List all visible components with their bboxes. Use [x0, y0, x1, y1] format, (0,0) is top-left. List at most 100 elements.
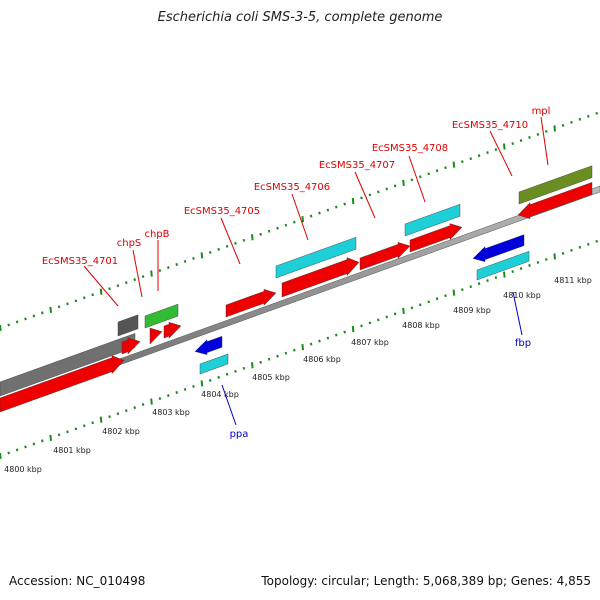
lower-tick-mark [83, 424, 86, 428]
upper-tick-mark [578, 117, 582, 121]
lower-tick-mark [461, 288, 464, 292]
gene-arrow-red [225, 289, 277, 318]
lower-tick-mark [251, 362, 254, 369]
lower-tick-mark [494, 276, 498, 280]
scale-label-4803: 4803 kbp [152, 408, 190, 417]
lower-tick-mark [377, 318, 380, 322]
lower-tick-mark [553, 253, 556, 260]
lower-tick-mark [183, 388, 187, 391]
lower-tick-mark [536, 261, 540, 264]
upper-tick-mark [385, 187, 388, 191]
upper-tick-mark [528, 136, 531, 139]
upper-tick-mark [217, 247, 220, 251]
lower-tick-mark [15, 448, 19, 452]
scale-label-4809: 4809 kbp [453, 306, 491, 315]
lower-tick-mark [116, 412, 120, 416]
scale-label-4804: 4804 kbp [201, 390, 239, 399]
upper-tick-mark [351, 197, 355, 205]
lower-tick-mark [309, 342, 313, 346]
gene-arrow-red [0, 355, 125, 413]
upper-tick-mark [158, 269, 162, 272]
lower-tick-mark [276, 354, 279, 358]
lower-tick-mark [435, 297, 439, 301]
lower-tick-mark [175, 391, 178, 394]
gene-bar-gray [0, 333, 136, 397]
gene-bar-cyan [199, 353, 229, 375]
gene-arrow-red [121, 337, 141, 355]
upper-tick-mark [15, 320, 19, 324]
gene-label-ppa: ppa [230, 429, 249, 440]
lower-tick-mark [242, 366, 246, 370]
upper-tick-mark [511, 142, 514, 145]
gene-bar-olive [518, 165, 593, 205]
upper-tick-mark [570, 120, 573, 124]
lower-tick-mark [326, 336, 330, 340]
scale-label-4810: 4810 kbp [503, 291, 541, 300]
upper-tick-mark [225, 244, 229, 248]
upper-tick-mark [242, 238, 246, 242]
lower-tick-mark [7, 451, 10, 455]
lower-tick-mark [343, 330, 346, 334]
lower-tick-mark [385, 315, 388, 319]
lower-tick-mark [360, 324, 363, 328]
upper-tick-mark [587, 114, 590, 118]
lower-tick-mark [301, 344, 304, 351]
lower-tick-mark [393, 312, 397, 316]
upper-tick-mark [561, 123, 565, 127]
gene-label-ecsms35-4707: EcSMS35_4707 [319, 160, 395, 171]
lower-tick-mark [209, 378, 212, 382]
lower-tick-mark [528, 264, 531, 267]
upper-tick-mark [377, 190, 380, 194]
upper-tick-mark [536, 133, 540, 136]
lower-tick-mark [545, 257, 548, 261]
upper-tick-mark [343, 202, 346, 206]
upper-tick-mark [276, 226, 279, 230]
lower-tick-mark [469, 285, 472, 289]
gene-label-ecsms35-4710: EcSMS35_4710 [452, 120, 528, 131]
gene-arrow-red [359, 242, 411, 271]
lower-tick-mark [561, 251, 565, 255]
lower-tick-mark [91, 421, 94, 425]
upper-tick-mark [251, 234, 254, 241]
upper-tick-mark [444, 166, 447, 170]
lower-tick-mark [335, 333, 338, 337]
gene-label-ecsms35-4701: EcSMS35_4701 [42, 256, 118, 267]
upper-tick-mark [402, 179, 405, 186]
upper-tick-mark [24, 317, 27, 321]
scale-label-4811: 4811 kbp [554, 276, 592, 285]
lower-tick-mark [108, 415, 111, 419]
gene-label-chps: chpS [117, 238, 142, 249]
lower-tick-mark [225, 372, 229, 376]
lower-tick-mark [519, 267, 523, 270]
upper-tick-mark [175, 263, 178, 266]
gene-label-ecsms35-4706: EcSMS35_4706 [254, 182, 330, 193]
upper-tick-mark [494, 148, 498, 152]
upper-tick-mark [116, 284, 120, 288]
upper-tick-mark [461, 160, 464, 164]
accession-text: Accession: NC_010498 [9, 574, 146, 588]
upper-tick-mark [335, 205, 338, 209]
lower-tick-mark [150, 398, 153, 405]
lower-tick-mark [318, 339, 321, 343]
gene-features [0, 165, 593, 413]
lower-tick-mark [217, 375, 220, 379]
upper-tick-mark [309, 214, 313, 218]
lower-tick-mark [452, 289, 456, 296]
upper-tick-mark [91, 293, 94, 297]
scale-label-4806: 4806 kbp [303, 355, 341, 364]
upper-tick-mark [469, 157, 472, 161]
lower-tick-mark [284, 351, 288, 355]
upper-tick-mark [167, 266, 170, 269]
upper-tick-mark [66, 302, 69, 306]
lower-tick-mark [595, 239, 598, 243]
gene-arrow-red [517, 182, 593, 219]
genome-backbone-band [0, 185, 600, 409]
scale-label-4802: 4802 kbp [102, 427, 140, 436]
upper-tick-mark [99, 288, 103, 295]
upper-tick-mark [393, 184, 397, 188]
upper-tick-mark [150, 270, 153, 277]
upper-tick-mark [141, 275, 145, 279]
upper-tick-mark [183, 260, 187, 263]
upper-tick-mark [57, 305, 61, 309]
lower-tick-mark [402, 307, 405, 314]
